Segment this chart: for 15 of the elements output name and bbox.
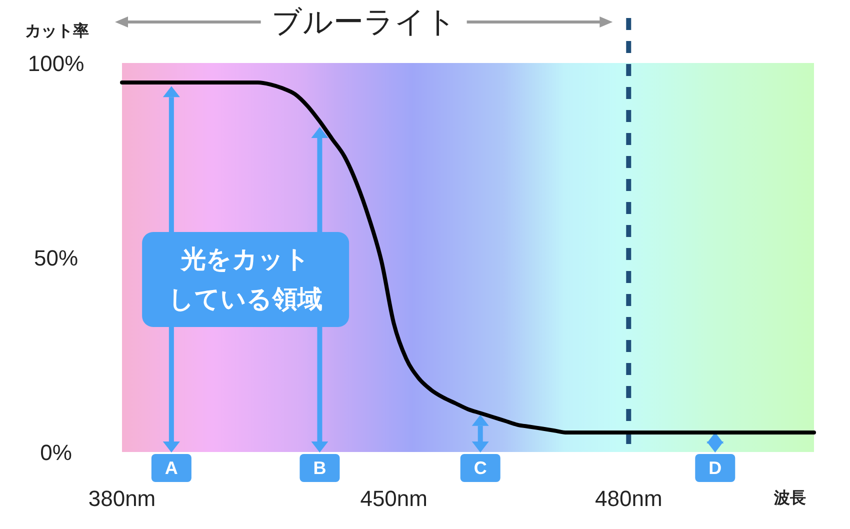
line-series bbox=[120, 80, 816, 435]
x-axis-title: 波長 bbox=[773, 488, 806, 506]
text: D bbox=[708, 458, 722, 478]
x-tick-label: 450nm bbox=[360, 486, 428, 510]
text: ブルーライト bbox=[271, 6, 456, 38]
text: C bbox=[474, 458, 487, 478]
x-tick-label: 480nm bbox=[595, 486, 662, 510]
annotation: 光をカットしている領域 bbox=[168, 246, 323, 314]
y-tick-label: 100% bbox=[28, 50, 84, 76]
text: A bbox=[164, 458, 178, 478]
text: B bbox=[313, 458, 326, 478]
y-axis-title: カット率 bbox=[25, 20, 89, 40]
x-tick-label: 380nm bbox=[88, 486, 156, 510]
y-tick-label: 50% bbox=[34, 245, 78, 270]
y-tick-label: 0% bbox=[40, 440, 72, 464]
